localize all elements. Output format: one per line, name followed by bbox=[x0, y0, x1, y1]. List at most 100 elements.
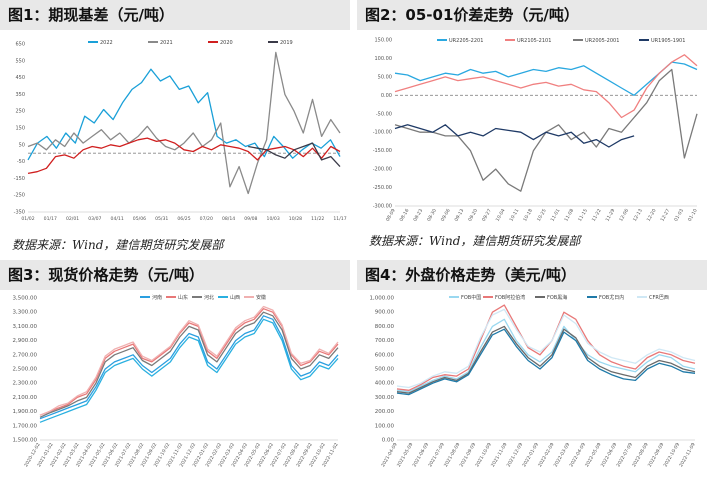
x-tick-label: 09-20 bbox=[467, 208, 479, 223]
series-line bbox=[39, 315, 339, 420]
legend-label: FOB尤日内 bbox=[599, 294, 624, 301]
x-tick-label: 08/14 bbox=[222, 216, 235, 222]
x-tick-label: 2021-08-09 bbox=[443, 442, 462, 468]
x-tick-label: 08-30 bbox=[426, 208, 438, 223]
y-tick-label: -100.00 bbox=[373, 130, 392, 136]
x-tick-label: 01/02 bbox=[21, 216, 34, 222]
y-tick-label: 50 bbox=[19, 142, 25, 148]
panel-spot-price: 图3：现货价格走势（元/吨） 3,500.00 3,300.00 3,100.00 2… bbox=[0, 260, 350, 485]
y-tick-label: 900.00 bbox=[375, 310, 395, 316]
x-tick-label: 01-03 bbox=[673, 208, 685, 223]
panel-title: 图3：现货价格走势（元/吨） bbox=[8, 266, 204, 284]
x-tick-label: 04/11 bbox=[111, 216, 124, 222]
y-tick-label: 50.00 bbox=[378, 74, 392, 80]
series-line bbox=[27, 51, 341, 195]
y-tick-label: 0.00 bbox=[381, 93, 392, 99]
y-tick-label: 100.00 bbox=[375, 56, 393, 62]
spread-chart: 150.00 100.00 50.00 0.00 -50.00 -100.00 -150.0… bbox=[373, 38, 699, 223]
y-tick-label: -250 bbox=[14, 193, 25, 199]
legend-label: 山西 bbox=[230, 294, 240, 301]
x-tick-label: 2021-11-09 bbox=[490, 442, 509, 468]
basis-chart: 650 550 450 350 250 150 50 -50 -150 -250 -35001/02… bbox=[14, 40, 347, 222]
legend-label: UR2105-2101 bbox=[517, 38, 551, 44]
x-tick-label: 08-09 bbox=[385, 208, 397, 223]
series-line bbox=[396, 328, 696, 396]
y-tick-label: 2,300.00 bbox=[13, 381, 38, 387]
panel-external-price: 图4：外盘价格走势（美元/吨） 1,000.00 900.00 800.00 700.… bbox=[357, 260, 707, 485]
x-tick-label: 11/17 bbox=[333, 216, 346, 222]
x-tick-label: 2022-11-09 bbox=[678, 442, 697, 468]
x-tick-label: 2022-04-09 bbox=[568, 442, 587, 468]
legend-label: CFR巴西 bbox=[649, 295, 669, 301]
data-source-note: 数据来源：Wind，建信期货研究发展部 bbox=[12, 238, 224, 252]
panel-title-bar: 图3：现货价格走势（元/吨） bbox=[0, 260, 350, 290]
x-tick-label: 2022-05-09 bbox=[584, 442, 603, 468]
y-tick-label: -150 bbox=[14, 176, 25, 182]
y-tick-label: 2,900.00 bbox=[13, 338, 38, 344]
x-tick-label: 2021-12-09 bbox=[506, 442, 525, 468]
y-tick-label: 150.00 bbox=[375, 38, 393, 44]
series-line bbox=[39, 305, 339, 416]
legend-label: UR2205-2201 bbox=[449, 38, 483, 44]
y-tick-label: 3,500.00 bbox=[13, 296, 38, 302]
legend-label: 2019 bbox=[280, 40, 293, 46]
x-tick-label: 11/22 bbox=[311, 216, 324, 222]
series-line bbox=[39, 308, 339, 416]
x-tick-label: 2022-02-09 bbox=[537, 442, 556, 468]
x-tick-label: 12-20 bbox=[646, 208, 658, 223]
series-line bbox=[394, 61, 698, 96]
y-tick-label: 0.00 bbox=[382, 438, 395, 444]
y-tick-label: 1,900.00 bbox=[13, 409, 38, 415]
x-tick-label: 09/08 bbox=[244, 216, 257, 222]
legend-label: FOB中国 bbox=[461, 294, 481, 301]
y-tick-label: 800.00 bbox=[375, 324, 395, 330]
legend-label: 安徽 bbox=[256, 294, 266, 301]
y-tick-label: 400.00 bbox=[375, 381, 395, 387]
x-tick-label: 2021-06-09 bbox=[412, 442, 431, 468]
panel-title-bar: 图1：期现基差（元/吨） bbox=[0, 0, 350, 30]
y-tick-label: 450 bbox=[15, 75, 25, 81]
x-tick-label: 2022-10-09 bbox=[663, 442, 682, 468]
panel-title: 图1：期现基差（元/吨） bbox=[8, 6, 174, 24]
y-tick-label: 650 bbox=[15, 42, 25, 48]
panel-title: 图4：外盘价格走势（美元/吨） bbox=[365, 266, 576, 284]
x-tick-label: 2021-09-09 bbox=[459, 442, 478, 468]
y-tick-label: 3,100.00 bbox=[13, 324, 38, 330]
x-tick-label: 01-10 bbox=[687, 208, 699, 223]
y-tick-label: 2,700.00 bbox=[13, 352, 38, 358]
x-tick-label: 12-06 bbox=[618, 208, 630, 223]
y-tick-label: -50 bbox=[17, 159, 25, 165]
series-line bbox=[27, 137, 341, 175]
x-tick-label: 08-16 bbox=[399, 208, 411, 223]
x-tick-label: 10-04 bbox=[495, 208, 507, 223]
x-tick-label: 12-27 bbox=[659, 208, 671, 223]
legend-label: FOB黑海 bbox=[547, 294, 567, 301]
x-tick-label: 09-06 bbox=[440, 208, 452, 223]
x-tick-label: 10-18 bbox=[522, 208, 534, 223]
y-tick-label: 250 bbox=[15, 109, 25, 115]
x-tick-label: 10-25 bbox=[536, 208, 548, 223]
y-tick-label: -350 bbox=[14, 210, 25, 216]
y-tick-label: 1,700.00 bbox=[13, 423, 38, 429]
x-tick-label: 2022-06-09 bbox=[600, 442, 619, 468]
panel-spread: 图2：05-01价差走势（元/吨） 150.00 100.00 50.00 0.00 -… bbox=[357, 0, 707, 258]
legend-label: 山东 bbox=[178, 294, 188, 301]
x-tick-label: 05/31 bbox=[155, 216, 168, 222]
x-tick-label: 11-29 bbox=[604, 208, 616, 223]
x-tick-label: 08-23 bbox=[412, 208, 424, 223]
x-tick-label: 11-22 bbox=[591, 208, 603, 223]
x-tick-label: 2022-07-09 bbox=[615, 442, 634, 468]
x-tick-label: 10-11 bbox=[508, 208, 520, 223]
spot-price-chart: 3,500.00 3,300.00 3,100.00 2,900.00 2,700.00… bbox=[13, 294, 340, 468]
x-tick-label: 2022-03-09 bbox=[553, 442, 572, 468]
x-tick-label: 2021-10-09 bbox=[474, 442, 493, 468]
panel-title: 图2：05-01价差走势（元/吨） bbox=[365, 6, 579, 24]
series-line bbox=[396, 318, 696, 393]
y-tick-label: 300.00 bbox=[375, 395, 395, 401]
y-tick-label: 700.00 bbox=[375, 338, 395, 344]
x-tick-label: 03/07 bbox=[88, 216, 101, 222]
x-tick-label: 2022-01-09 bbox=[521, 442, 540, 468]
x-tick-label: 2022-08-09 bbox=[631, 442, 650, 468]
series-line bbox=[39, 311, 339, 418]
series-line bbox=[396, 325, 696, 394]
